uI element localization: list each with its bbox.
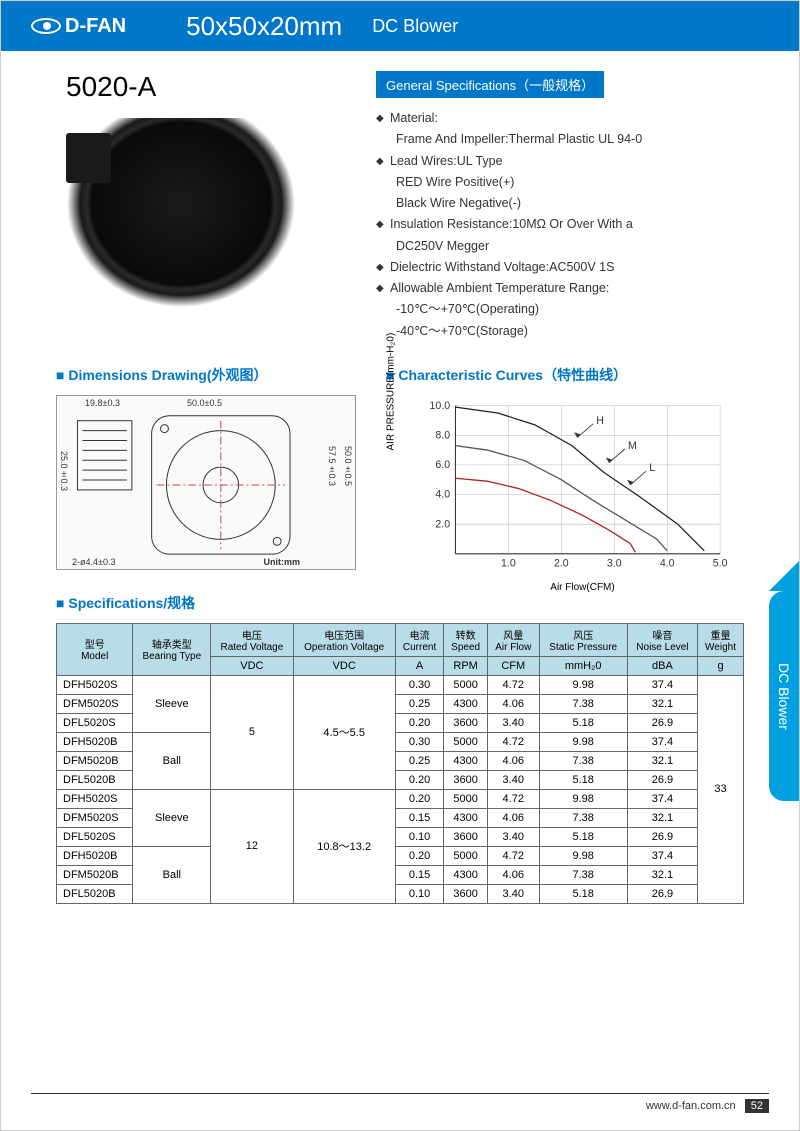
logo-icon [31, 18, 61, 34]
general-spec-header: General Specifications（一般规格） [376, 71, 604, 98]
col-op_voltage: 电压范围Operation Voltage [293, 623, 395, 656]
col-model: 型号Model [57, 623, 133, 675]
spec-insulation: Insulation Resistance:10MΩ Or Over With … [376, 214, 744, 235]
spec-dielectric: Dielectric Withstand Voltage:AC500V 1S [376, 257, 744, 278]
spec-material: Material: [376, 108, 744, 129]
spec-lead-red: RED Wire Positive(+) [376, 172, 744, 193]
svg-text:8.0: 8.0 [435, 429, 450, 441]
characteristic-chart: AIR PRESSURE(mm-H₂0) 2.04.06.08.010.01.0… [421, 395, 744, 575]
footer: www.d-fan.com.cn 52 [646, 1100, 769, 1112]
brand-name: D-FAN [65, 15, 126, 38]
dim-h-right2: 50.0±0.5 [343, 446, 353, 486]
svg-text:2.0: 2.0 [435, 518, 450, 530]
dimensions-drawing: 50.0±0.5 19.8±0.3 25.0±0.3 57.5±0.3 50.0… [56, 395, 356, 570]
dim-left-top: 19.8±0.3 [85, 398, 120, 408]
general-spec-list: Material: Frame And Impeller:Thermal Pla… [376, 108, 744, 342]
table-row: DFH5020BBall0.2050004.729.9837.4 [57, 846, 744, 865]
chart-y-label: AIR PRESSURE(mm-H₂0) [386, 332, 397, 450]
table-row: DFH5020BBall0.3050004.729.9837.4 [57, 732, 744, 751]
content-area: 5020-A General Specifications（一般规格） Mate… [1, 51, 799, 904]
col-noise: 噪音Noise Level [627, 623, 697, 656]
svg-text:2.0: 2.0 [554, 557, 569, 569]
dim-top: 50.0±0.5 [187, 398, 222, 408]
table-row: DFH5020SSleeve54.5～5.50.3050004.729.9837… [57, 675, 744, 694]
header-product-type: DC Blower [372, 16, 458, 37]
svg-text:6.0: 6.0 [435, 459, 450, 471]
header-dimensions: 50x50x20mm [186, 11, 342, 42]
col-airflow: 风量Air Flow [487, 623, 539, 656]
curves-title: Characteristic Curves（特性曲线） [386, 365, 744, 385]
dim-hole: 2-ø4.4±0.3 [72, 557, 115, 567]
svg-text:L: L [649, 462, 655, 474]
specifications-title: Specifications/规格 [56, 593, 744, 613]
spec-insulation-sub: DC250V Megger [376, 236, 744, 257]
col-current: 电流Current [395, 623, 444, 656]
model-number: 5020-A [56, 71, 346, 103]
col-weight: 重量Weight [698, 623, 744, 656]
footer-url: www.d-fan.com.cn [646, 1100, 736, 1112]
spec-temp-label: Allowable Ambient Temperature Range: [376, 278, 744, 299]
svg-text:1.0: 1.0 [501, 557, 516, 569]
svg-text:4.0: 4.0 [660, 557, 675, 569]
col-bearing: 轴承类型Bearing Type [133, 623, 211, 675]
dim-h-left: 25.0±0.3 [59, 451, 69, 491]
table-row: DFH5020SSleeve1210.8～13.20.2050004.729.9… [57, 789, 744, 808]
chart-x-label: Air Flow(CFM) [421, 582, 744, 593]
svg-text:4.0: 4.0 [435, 488, 450, 500]
dimensions-title: Dimensions Drawing(外观图） [56, 365, 356, 385]
col-pressure: 风压Static Pressure [539, 623, 627, 656]
spec-lead-wires: Lead Wires:UL Type [376, 151, 744, 172]
spec-temp-op: -10℃～+70℃(Operating) [376, 299, 744, 320]
datasheet-page: D-FAN 50x50x20mm DC Blower DC Blower 502… [0, 0, 800, 1131]
dim-unit: Unit:mm [264, 557, 301, 567]
spec-table: 型号Model轴承类型Bearing Type电压Rated Voltage电压… [56, 623, 744, 904]
svg-text:M: M [628, 440, 637, 452]
page-number: 52 [745, 1099, 769, 1113]
spec-lead-black: Black Wire Negative(-) [376, 193, 744, 214]
col-voltage: 电压Rated Voltage [211, 623, 293, 656]
svg-text:3.0: 3.0 [607, 557, 622, 569]
col-speed: 转数Speed [444, 623, 488, 656]
spec-material-value: Frame And Impeller:Thermal Plastic UL 94… [376, 129, 744, 150]
svg-text:10.0: 10.0 [430, 400, 451, 412]
brand-logo: D-FAN [31, 15, 126, 38]
product-image [66, 118, 296, 308]
spec-temp-storage: -40℃～+70℃(Storage) [376, 321, 744, 342]
dim-h-right1: 57.5±0.3 [327, 446, 337, 486]
page-header: D-FAN 50x50x20mm DC Blower [1, 1, 799, 51]
svg-text:5.0: 5.0 [713, 557, 728, 569]
footer-line [31, 1093, 769, 1094]
svg-text:H: H [596, 415, 604, 427]
